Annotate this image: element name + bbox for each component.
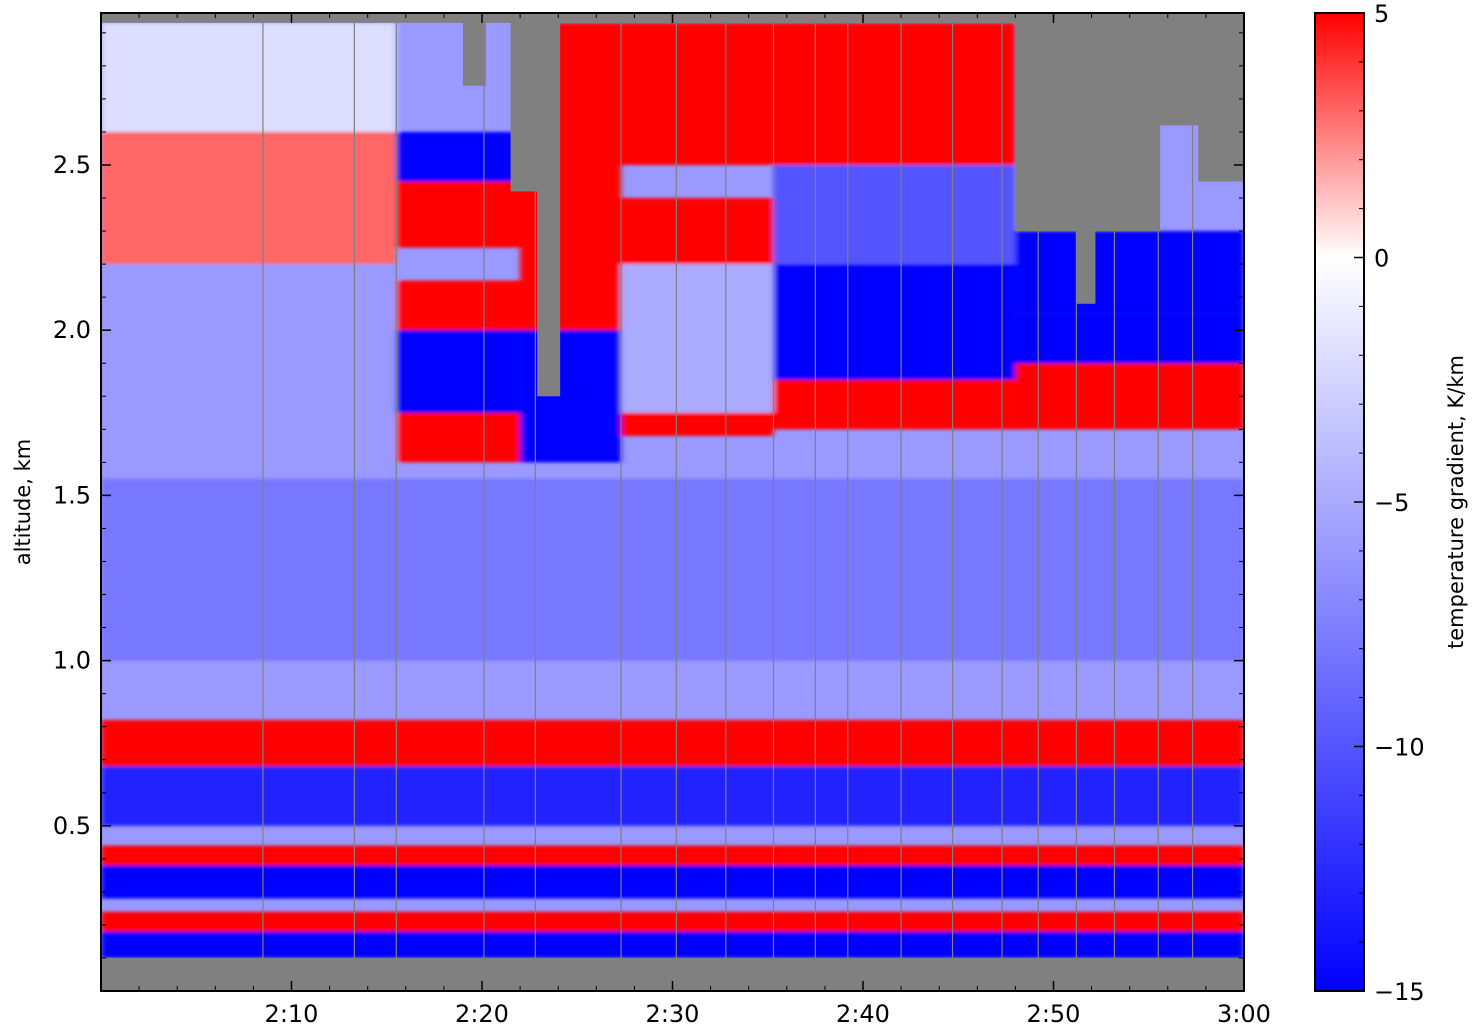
gridlines xyxy=(262,13,1194,991)
gradient-layer xyxy=(520,330,622,463)
gradient-layer xyxy=(101,845,1244,866)
gradient-layer xyxy=(1015,313,1244,364)
y-tick-label: 2.0 xyxy=(53,316,91,344)
y-axis-label: altitude, km xyxy=(11,439,35,566)
gradient-layer xyxy=(101,911,1244,932)
y-tick-label: 1.5 xyxy=(53,481,91,509)
gradient-layer xyxy=(621,412,774,436)
x-tick-label: 2:20 xyxy=(455,1000,509,1028)
y-tick-label: 2.5 xyxy=(53,151,91,179)
gradient-layer xyxy=(1015,363,1244,430)
gradient-layer xyxy=(101,720,1244,767)
colorbar-tick-label: 0 xyxy=(1374,245,1389,273)
gradient-layer xyxy=(621,264,774,413)
x-tick-label: 2:30 xyxy=(646,1000,700,1028)
colorbar-label: temperature gradient, K/km xyxy=(1444,355,1468,649)
gradient-layer xyxy=(396,330,521,413)
gradient-layer xyxy=(621,198,774,265)
gradient-layer xyxy=(396,280,521,331)
y-tick-label: 1.0 xyxy=(53,647,91,675)
gradient-layer xyxy=(396,181,521,248)
x-tick-label: 2:40 xyxy=(836,1000,890,1028)
gradient-layer xyxy=(621,22,774,165)
x-tick-label: 3:00 xyxy=(1217,1000,1271,1028)
gradient-layer xyxy=(1015,231,1244,314)
gradient-layer xyxy=(101,865,1244,899)
axis-ticks xyxy=(101,13,1245,991)
colorbar-tick-label: −10 xyxy=(1374,734,1425,762)
x-tick-label: 2:10 xyxy=(265,1000,319,1028)
x-tick-labels: 2:10 2:20 2:30 2:40 2:50 3:00 xyxy=(265,1000,1271,1028)
gradient-layer xyxy=(101,931,1244,958)
gradient-layer xyxy=(773,22,1016,165)
gradient-layers xyxy=(101,22,1244,958)
gradient-layer xyxy=(101,22,397,132)
gradient-layer xyxy=(101,131,397,265)
gradient-layer xyxy=(773,164,1016,265)
colorbar-tick-label: −15 xyxy=(1374,978,1425,1006)
x-tick-label: 2:50 xyxy=(1027,1000,1081,1028)
gradient-layer xyxy=(396,131,521,182)
gradient-layer xyxy=(396,412,521,463)
y-tick-label: 0.5 xyxy=(53,812,91,840)
gradient-layer xyxy=(101,766,1244,826)
gradient-layer xyxy=(773,264,1016,380)
colorbar-tick-label: −5 xyxy=(1374,489,1409,517)
gradient-layer xyxy=(101,478,1244,661)
y-tick-labels: 0.5 1.0 1.5 2.0 2.5 xyxy=(53,151,91,840)
colorbar-ticks: 5 0 −5 −10 −15 xyxy=(1354,0,1425,1006)
colorbar-tick-label: 5 xyxy=(1374,0,1389,28)
gradient-layer xyxy=(773,379,1016,430)
plot-area xyxy=(101,13,1244,991)
